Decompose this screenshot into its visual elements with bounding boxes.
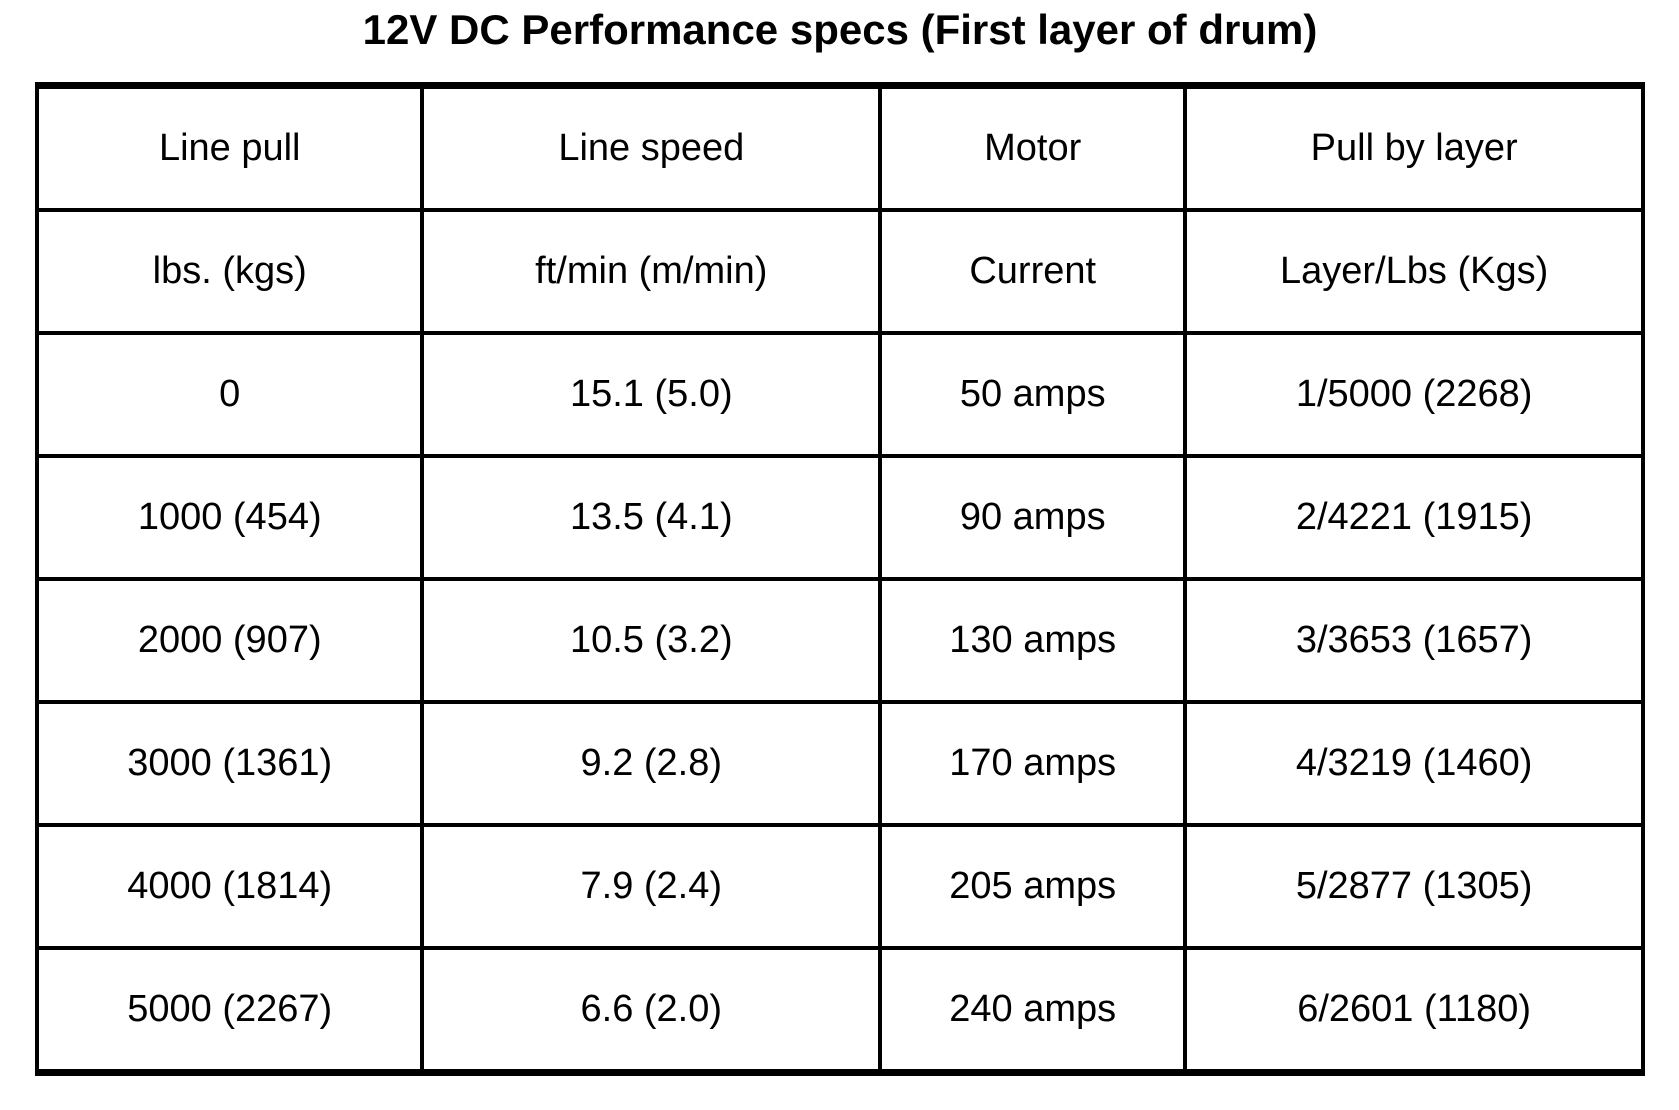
cell-pull-by-layer: 1/5000 (2268) [1183,331,1645,458]
cell-line-pull: 1000 (454) [34,454,425,581]
cell-motor-current: 170 amps [878,700,1188,827]
table-row: 3000 (1361) 9.2 (2.8) 170 amps 4/3219 (1… [34,700,1645,827]
table-row: 2000 (907) 10.5 (3.2) 130 amps 3/3653 (1… [34,577,1645,704]
col-unit-pull-by-layer: Layer/Lbs (Kgs) [1183,208,1645,335]
cell-motor-current: 90 amps [878,454,1188,581]
cell-line-speed: 7.9 (2.4) [420,823,883,950]
cell-line-speed: 9.2 (2.8) [420,700,883,827]
page-title: 12V DC Performance specs (First layer of… [362,6,1318,53]
cell-line-speed: 13.5 (4.1) [420,454,883,581]
cell-line-pull: 0 [34,331,425,458]
performance-specs-table: Line pull Line speed Motor Pull by layer… [34,82,1645,1076]
cell-line-pull: 2000 (907) [34,577,425,704]
cell-motor-current: 130 amps [878,577,1188,704]
cell-pull-by-layer: 6/2601 (1180) [1183,946,1645,1075]
cell-pull-by-layer: 5/2877 (1305) [1183,823,1645,950]
cell-pull-by-layer: 4/3219 (1460) [1183,700,1645,827]
table-row: 1000 (454) 13.5 (4.1) 90 amps 2/4221 (19… [34,454,1645,581]
table-row: 5000 (2267) 6.6 (2.0) 240 amps 6/2601 (1… [34,946,1645,1075]
col-unit-line-pull: lbs. (kgs) [34,208,425,335]
cell-line-pull: 4000 (1814) [34,823,425,950]
col-header-motor: Motor [878,83,1188,212]
table-header: Line pull Line speed Motor Pull by layer… [34,83,1645,335]
table-row: 4000 (1814) 7.9 (2.4) 205 amps 5/2877 (1… [34,823,1645,950]
cell-line-pull: 3000 (1361) [34,700,425,827]
table-row: 0 15.1 (5.0) 50 amps 1/5000 (2268) [34,331,1645,458]
cell-motor-current: 205 amps [878,823,1188,950]
col-header-line-speed: Line speed [420,83,883,212]
cell-pull-by-layer: 3/3653 (1657) [1183,577,1645,704]
table-body: 0 15.1 (5.0) 50 amps 1/5000 (2268) 1000 … [34,331,1645,1075]
col-unit-line-speed: ft/min (m/min) [420,208,883,335]
header-unit-row: lbs. (kgs) ft/min (m/min) Current Layer/… [34,208,1645,335]
cell-line-pull: 5000 (2267) [34,946,425,1075]
cell-line-speed: 15.1 (5.0) [420,331,883,458]
cell-line-speed: 10.5 (3.2) [420,577,883,704]
col-header-line-pull: Line pull [34,83,425,212]
cell-motor-current: 50 amps [878,331,1188,458]
col-unit-motor: Current [878,208,1188,335]
cell-pull-by-layer: 2/4221 (1915) [1183,454,1645,581]
cell-motor-current: 240 amps [878,946,1188,1075]
cell-line-speed: 6.6 (2.0) [420,946,883,1075]
header-name-row: Line pull Line speed Motor Pull by layer [34,83,1645,212]
col-header-pull-by-layer: Pull by layer [1183,83,1645,212]
